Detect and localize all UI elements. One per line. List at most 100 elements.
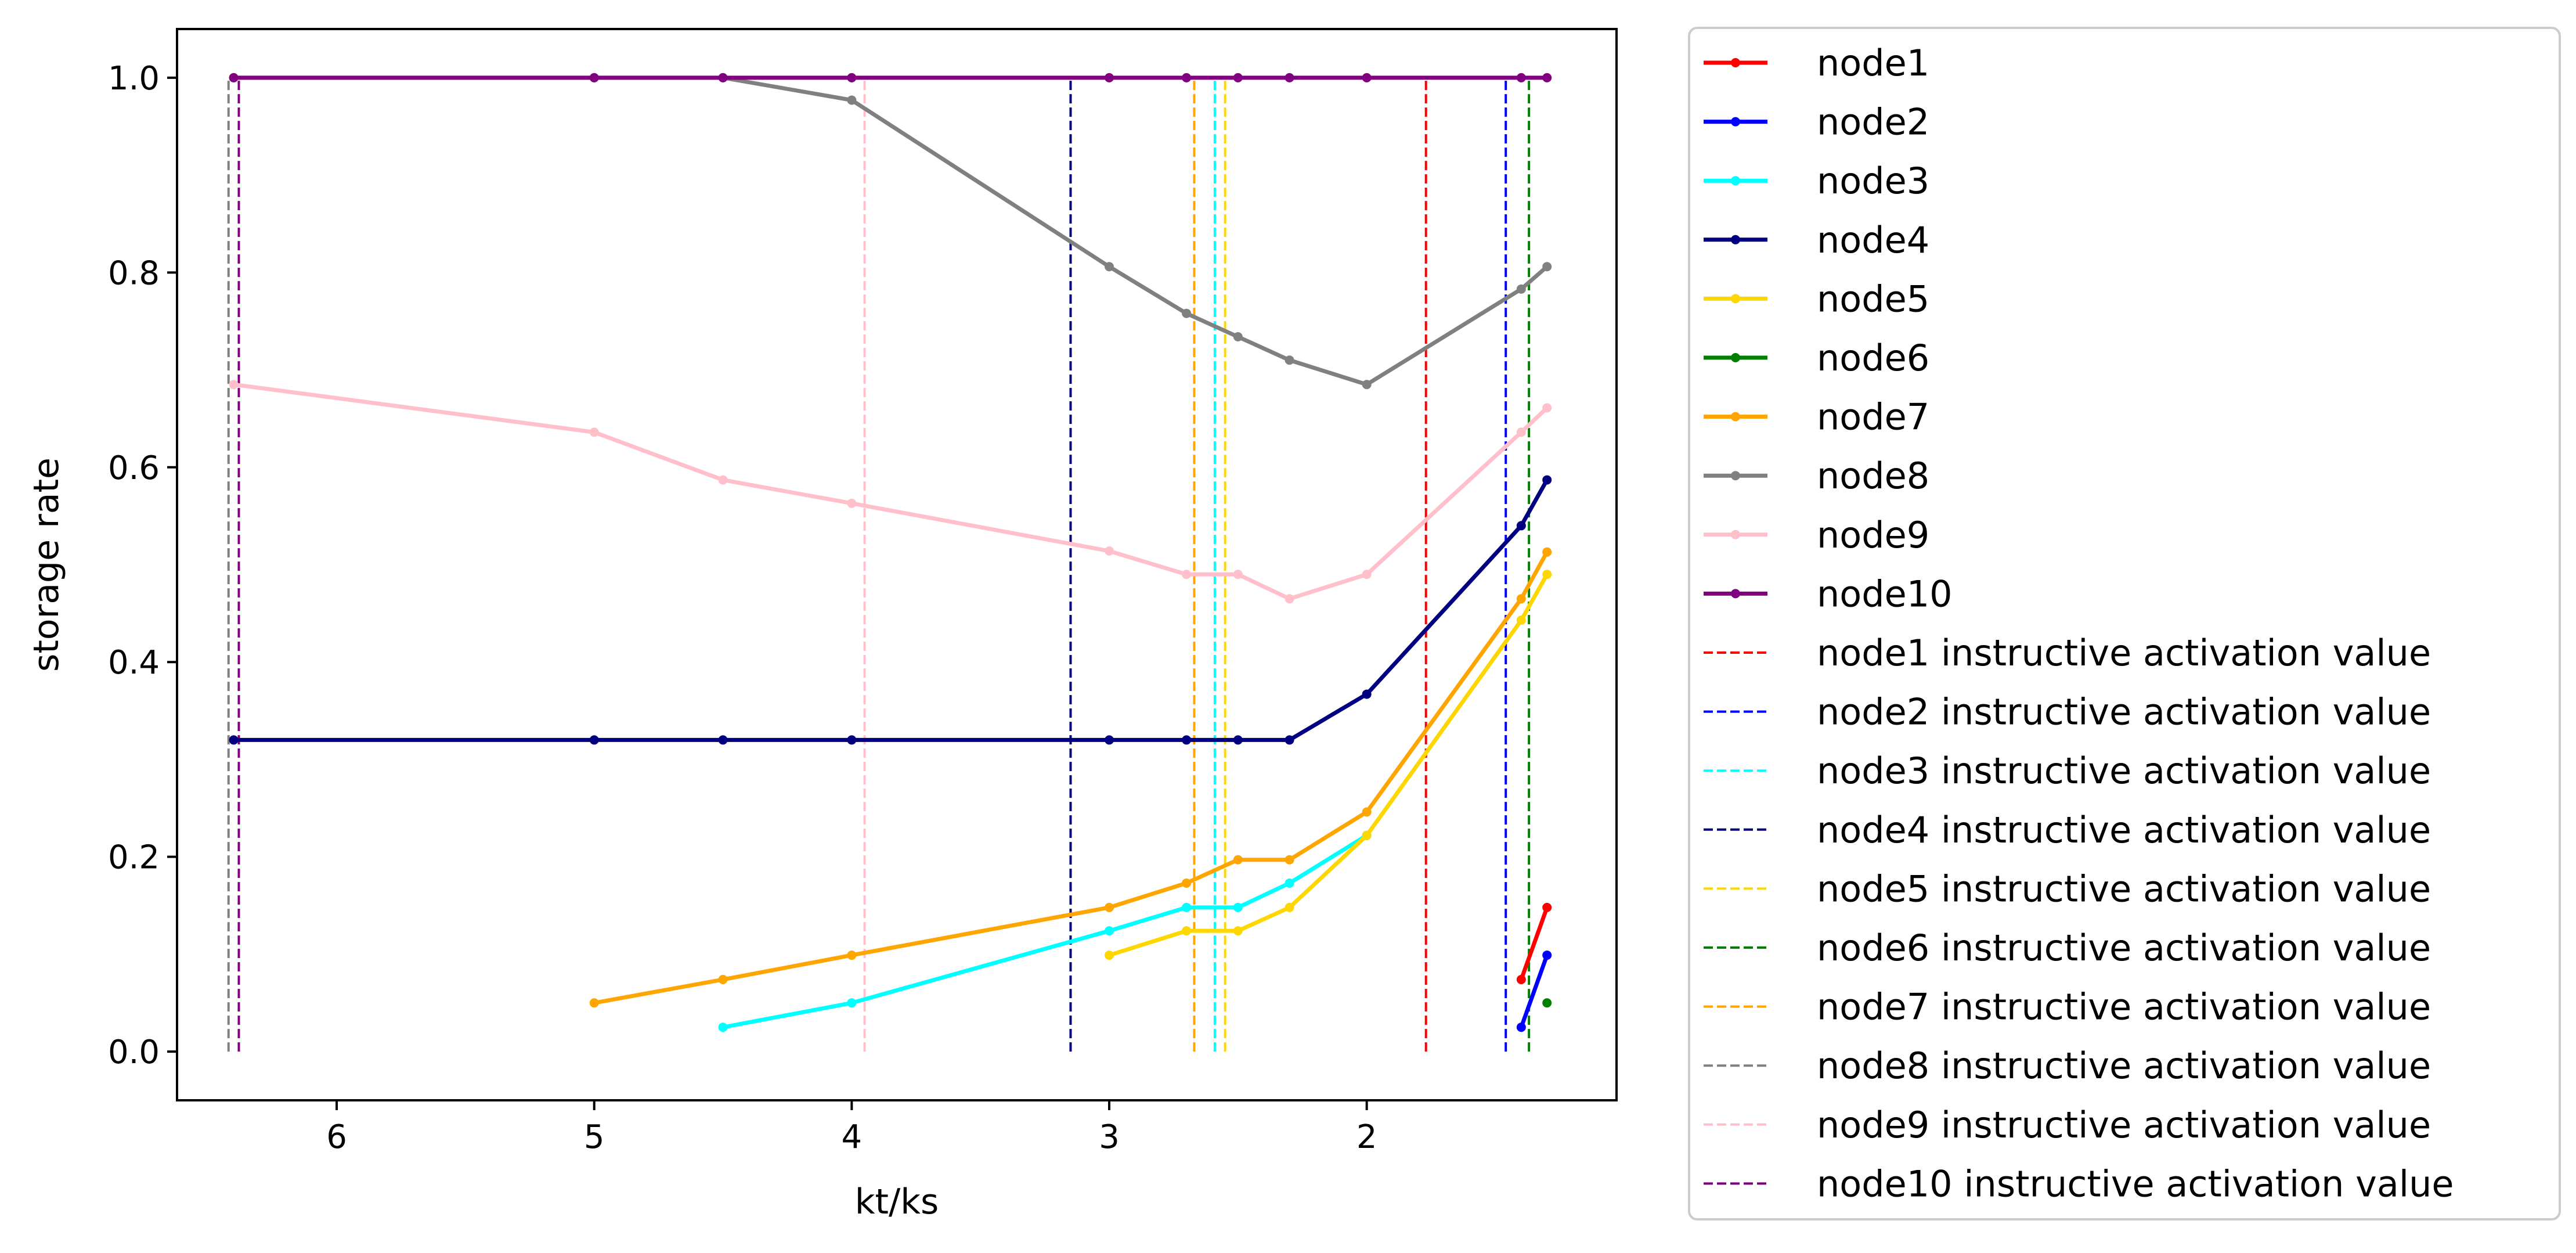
series-lines — [229, 73, 1552, 1032]
data-point — [229, 73, 239, 82]
legend-label: node4 instructive activation value — [1817, 809, 2431, 851]
legend-marker — [1731, 176, 1740, 186]
data-point — [718, 475, 728, 485]
legend-entry: node4 instructive activation value — [1704, 809, 2431, 851]
data-point — [1362, 570, 1372, 579]
legend-label: node3 instructive activation value — [1817, 750, 2431, 792]
data-point — [1105, 546, 1114, 556]
data-point — [1516, 427, 1526, 437]
series-line-2 — [1519, 954, 1549, 1028]
data-point — [1285, 355, 1294, 365]
data-point — [1182, 308, 1192, 318]
y-tick-label: 1.0 — [108, 60, 160, 98]
data-point — [589, 427, 599, 437]
legend: node1 node2 node3 node4 node5 node6 node7 node8… — [1688, 27, 2561, 1220]
legend-label: node8 instructive activation value — [1817, 1045, 2431, 1087]
data-point — [1233, 902, 1243, 912]
series-5 — [1105, 570, 1552, 960]
data-point — [847, 950, 857, 960]
data-point — [847, 95, 857, 105]
legend-entry: node5 — [1704, 278, 1929, 320]
x-tick-label: 2 — [1356, 1118, 1377, 1156]
legend-label: node10 instructive activation value — [1817, 1162, 2454, 1205]
data-point — [1182, 570, 1192, 579]
y-tick-label: 0.0 — [108, 1034, 160, 1071]
data-point — [1105, 926, 1114, 936]
data-point — [1362, 807, 1372, 817]
legend-entry: node9 — [1704, 514, 1929, 556]
legend-entry: node6 instructive activation value — [1704, 927, 2431, 969]
data-point — [229, 735, 239, 745]
legend-entry: node1 instructive activation value — [1704, 632, 2431, 674]
data-point — [1542, 262, 1552, 272]
data-point — [1285, 594, 1294, 604]
data-point — [589, 735, 599, 745]
data-point — [1362, 689, 1372, 699]
data-point — [1516, 975, 1526, 985]
legend-label: node5 — [1817, 278, 1929, 320]
data-point — [1285, 735, 1294, 745]
data-point — [1285, 902, 1294, 912]
series-line-7 — [594, 551, 1549, 1005]
legend-label: node7 — [1817, 396, 1929, 438]
series-1 — [1516, 902, 1552, 985]
legend-label: node9 — [1817, 514, 1929, 556]
legend-entry: node10 — [1704, 573, 1953, 615]
legend-label: node1 — [1817, 42, 1929, 84]
data-point — [847, 735, 857, 745]
data-point — [1233, 332, 1243, 342]
legend-marker — [1731, 58, 1740, 67]
plot-frame — [176, 28, 1618, 1101]
x-tick-label: 4 — [842, 1118, 863, 1156]
legend-entry: node9 instructive activation value — [1704, 1104, 2431, 1146]
x-tick-label: 5 — [584, 1118, 605, 1156]
data-point — [589, 73, 599, 82]
data-point — [1516, 284, 1526, 294]
y-tick-label: 0.8 — [108, 254, 160, 292]
legend-label: node5 instructive activation value — [1817, 867, 2431, 910]
data-point — [1233, 570, 1243, 579]
series-9 — [229, 380, 1552, 604]
data-point — [1542, 998, 1552, 1008]
legend-label: node9 instructive activation value — [1817, 1104, 2431, 1146]
legend-marker — [1731, 589, 1740, 599]
data-point — [718, 975, 728, 985]
legend-entry: node4 — [1704, 219, 1929, 261]
data-point — [1542, 403, 1552, 413]
activation-lines — [227, 77, 1531, 1052]
data-point — [1542, 547, 1552, 557]
series-10 — [229, 73, 1552, 82]
data-point — [1105, 735, 1114, 745]
data-point — [1362, 830, 1372, 840]
data-point — [718, 1022, 728, 1032]
data-point — [1285, 878, 1294, 888]
legend-marker — [1731, 294, 1740, 304]
legend-entry: node3 — [1704, 160, 1929, 202]
data-point — [847, 73, 857, 82]
axis-ticks: 6 5 4 3 2 0.0 0.2 0.4 0.6 0.8 1.0 — [108, 60, 1377, 1156]
data-point — [1542, 902, 1552, 912]
legend-entry: node7 — [1704, 396, 1929, 438]
data-point — [1182, 878, 1192, 888]
data-point — [1285, 855, 1294, 865]
data-point — [1542, 950, 1552, 960]
legend-entry: node5 instructive activation value — [1704, 867, 2431, 910]
legend-marker — [1731, 412, 1740, 422]
data-point — [718, 73, 728, 82]
data-point — [1233, 735, 1243, 745]
legend-marker — [1731, 353, 1740, 362]
x-tick-label: 6 — [326, 1118, 347, 1156]
y-tick-label: 0.4 — [108, 644, 160, 682]
legend-label: node1 instructive activation value — [1817, 632, 2431, 674]
data-point — [589, 998, 599, 1008]
legend-entry: node8 instructive activation value — [1704, 1045, 2431, 1087]
y-tick-label: 0.2 — [108, 839, 160, 877]
data-point — [1516, 73, 1526, 82]
data-point — [1233, 926, 1243, 936]
y-axis-label: storage rate — [26, 458, 67, 672]
data-point — [847, 498, 857, 508]
data-point — [1542, 570, 1552, 579]
data-point — [1362, 380, 1372, 390]
legend-entry: node6 — [1704, 337, 1929, 379]
legend-entry: node1 — [1704, 42, 1929, 84]
